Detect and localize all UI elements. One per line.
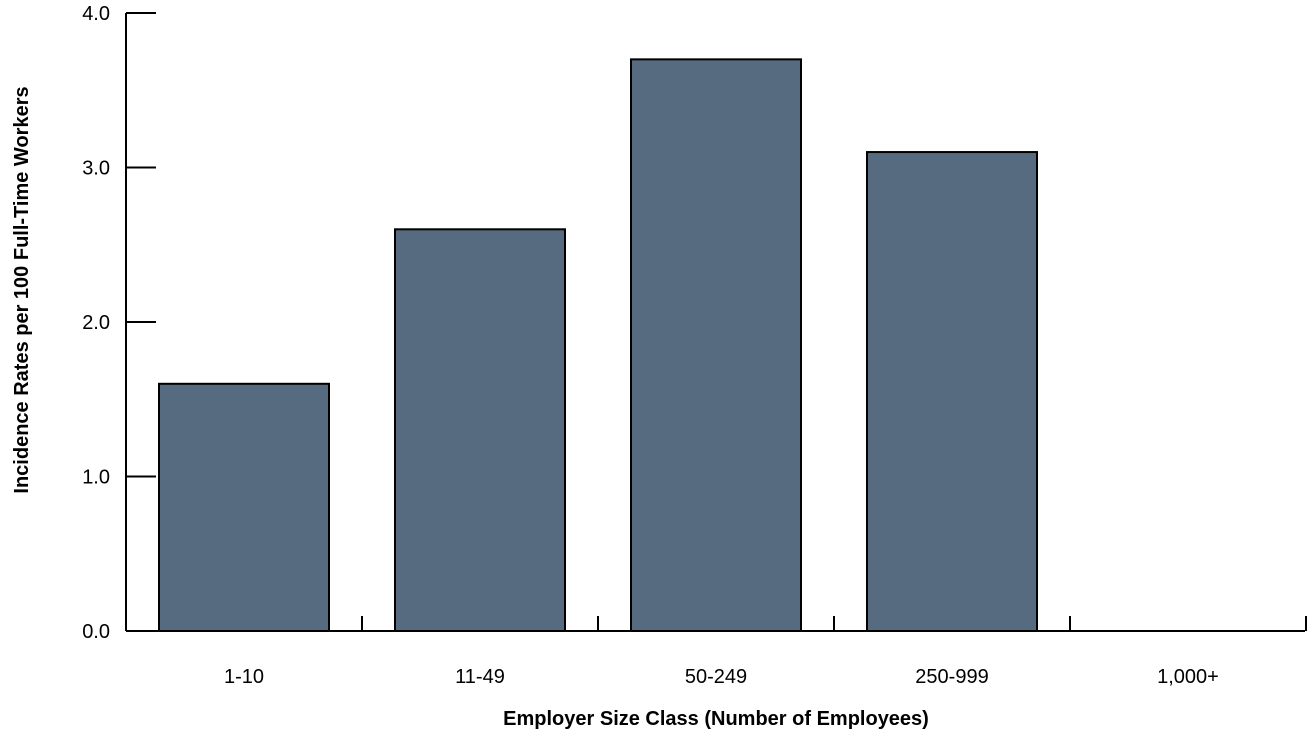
y-tick-label: 2.0 — [82, 312, 110, 334]
y-axis-title: Incidence Rates per 100 Full-Time Worker… — [11, 86, 33, 493]
y-tick-label: 3.0 — [82, 158, 110, 180]
y-tick-label: 0.0 — [82, 621, 110, 643]
x-ticks-group: 1-10 11-49 50-249 250-999 1,000+ — [224, 616, 1307, 688]
bar — [394, 228, 566, 633]
y-tick-label: 4.0 — [82, 3, 110, 25]
bar — [158, 382, 330, 632]
bar — [630, 58, 802, 633]
x-tick-label: 50-249 — [685, 666, 747, 688]
bars-group — [158, 58, 1273, 633]
x-tick-label: 250-999 — [915, 666, 988, 688]
x-axis-title: Employer Size Class (Number of Employees… — [503, 708, 929, 730]
x-tick-label: 1-10 — [224, 666, 264, 688]
bar — [866, 151, 1038, 633]
x-tick-label: 11-49 — [455, 666, 505, 688]
y-tick-label: 1.0 — [82, 467, 110, 489]
y-ticks-group: 0.0 1.0 2.0 3.0 4.0 — [82, 3, 156, 643]
x-tick-label: 1,000+ — [1157, 666, 1219, 688]
